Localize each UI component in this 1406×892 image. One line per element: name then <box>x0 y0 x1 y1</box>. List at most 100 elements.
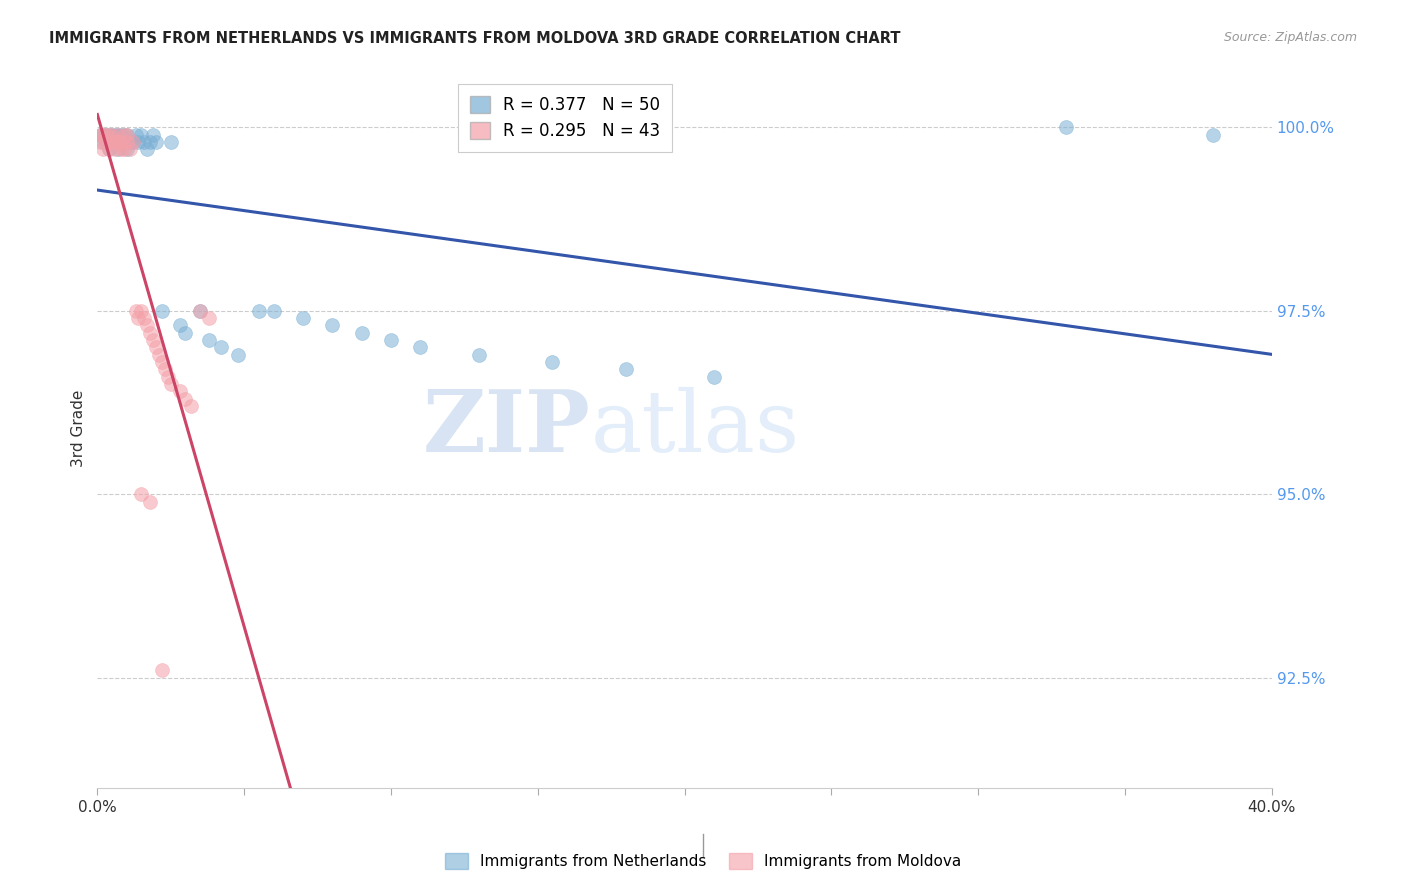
Point <box>468 348 491 362</box>
Point <box>112 128 135 142</box>
Point <box>101 135 124 149</box>
Point <box>136 318 159 333</box>
Point <box>107 135 129 149</box>
Point <box>115 142 138 156</box>
Point <box>115 135 138 149</box>
Point <box>139 326 162 340</box>
Point <box>96 128 118 142</box>
Point <box>115 128 138 142</box>
Point <box>89 128 111 142</box>
Point <box>91 135 114 149</box>
Point <box>110 142 132 156</box>
Point <box>321 318 343 333</box>
Point <box>104 135 127 149</box>
Point <box>159 135 181 149</box>
Point <box>124 303 146 318</box>
Point <box>112 128 135 142</box>
Point <box>107 128 129 142</box>
Point <box>145 135 167 149</box>
Point <box>247 303 270 318</box>
Point <box>139 494 162 508</box>
Point <box>101 135 124 149</box>
Point <box>131 303 153 318</box>
Point <box>291 311 314 326</box>
Point <box>169 318 191 333</box>
Point <box>101 128 124 142</box>
Point <box>107 128 129 142</box>
Point <box>209 340 232 354</box>
Point <box>159 377 181 392</box>
Point <box>101 128 124 142</box>
Point <box>174 326 197 340</box>
Legend: R = 0.377   N = 50, R = 0.295   N = 43: R = 0.377 N = 50, R = 0.295 N = 43 <box>458 84 672 152</box>
Point <box>124 128 146 142</box>
Point <box>131 128 153 142</box>
Point <box>110 135 132 149</box>
Point <box>156 369 179 384</box>
Point <box>104 135 127 149</box>
Point <box>134 311 156 326</box>
Point <box>127 135 149 149</box>
Point <box>150 303 173 318</box>
Point <box>198 311 221 326</box>
Point <box>118 142 141 156</box>
Text: ZIP: ZIP <box>423 386 591 470</box>
Point <box>134 135 156 149</box>
Point <box>89 135 111 149</box>
Point <box>110 135 132 149</box>
Point <box>96 128 118 142</box>
Point <box>131 487 153 501</box>
Point <box>98 142 121 156</box>
Point <box>180 399 202 413</box>
Point <box>98 142 121 156</box>
Point <box>188 303 211 318</box>
Point <box>350 326 373 340</box>
Point <box>96 135 118 149</box>
Point <box>150 663 173 677</box>
Point <box>541 355 564 369</box>
Point <box>91 128 114 142</box>
Point <box>150 355 173 369</box>
Point <box>142 128 165 142</box>
Point <box>174 392 197 406</box>
Point <box>139 135 162 149</box>
Point <box>112 142 135 156</box>
Point <box>112 135 135 149</box>
Point <box>98 128 121 142</box>
Point <box>409 340 432 354</box>
Text: IMMIGRANTS FROM NETHERLANDS VS IMMIGRANTS FROM MOLDOVA 3RD GRADE CORRELATION CHA: IMMIGRANTS FROM NETHERLANDS VS IMMIGRANT… <box>49 31 901 46</box>
Point <box>127 311 149 326</box>
Text: atlas: atlas <box>591 386 800 470</box>
Point <box>703 369 725 384</box>
Point <box>188 303 211 318</box>
Point <box>198 333 221 347</box>
Point <box>145 340 167 354</box>
Point <box>107 142 129 156</box>
Y-axis label: 3rd Grade: 3rd Grade <box>72 390 86 467</box>
Point <box>91 142 114 156</box>
Point <box>96 135 118 149</box>
Point <box>118 135 141 149</box>
Point <box>1202 128 1225 142</box>
Text: Source: ZipAtlas.com: Source: ZipAtlas.com <box>1223 31 1357 45</box>
Point <box>380 333 402 347</box>
Point <box>104 142 127 156</box>
Point <box>148 348 170 362</box>
Legend: Immigrants from Netherlands, Immigrants from Moldova: Immigrants from Netherlands, Immigrants … <box>439 847 967 875</box>
Point <box>110 128 132 142</box>
Point <box>91 128 114 142</box>
Point <box>121 135 143 149</box>
Point <box>104 128 127 142</box>
Point <box>226 348 249 362</box>
Point <box>169 384 191 399</box>
Point <box>153 362 176 376</box>
Point <box>142 333 165 347</box>
Point <box>89 128 111 142</box>
Point <box>614 362 637 376</box>
Point <box>136 142 159 156</box>
Point <box>1054 120 1077 135</box>
Point <box>98 128 121 142</box>
Point <box>115 128 138 142</box>
Point <box>121 135 143 149</box>
Point <box>263 303 285 318</box>
